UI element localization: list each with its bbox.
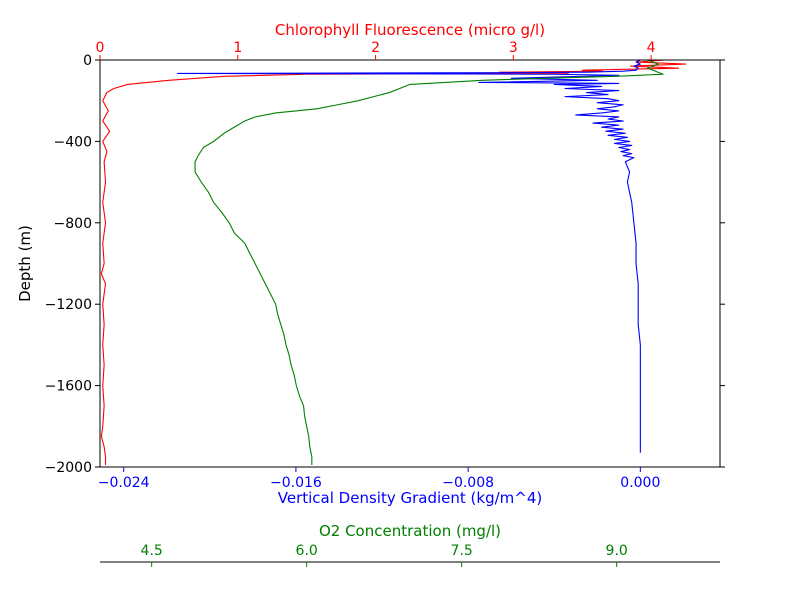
oxygen-tick-label: 7.5 — [451, 543, 473, 559]
density-tick-label: −0.024 — [98, 475, 150, 491]
chlorophyll-tick-label: 3 — [509, 40, 518, 56]
y-axis-label: Depth (m) — [16, 225, 34, 302]
oxygen-tick-label: 4.5 — [141, 543, 163, 559]
y-tick-label: 0 — [83, 53, 92, 69]
density-tick-label: 0.000 — [620, 475, 660, 491]
oxygen-profile-line — [194, 59, 664, 465]
density-tick-label: −0.008 — [442, 475, 494, 491]
chlorophyll-profile-line — [100, 59, 687, 465]
oxygen-tick-label: 9.0 — [606, 543, 628, 559]
chlorophyll-tick-label: 1 — [233, 40, 242, 56]
plot-frame — [99, 59, 721, 468]
chlorophyll-tick-label: 4 — [647, 40, 656, 56]
chlorophyll-tick-label: 0 — [96, 40, 105, 56]
y-tick-label: −2000 — [45, 460, 92, 476]
y-tick-label: −800 — [54, 216, 92, 232]
y-tick-label: −400 — [54, 134, 92, 150]
density-tick-label: −0.016 — [270, 475, 322, 491]
oxygen-axis-label: O2 Concentration (mg/l) — [319, 522, 501, 540]
density-profile-line — [176, 59, 641, 453]
density-axis-label: Vertical Density Gradient (kg/m^4) — [278, 489, 542, 507]
y-tick-label: −1200 — [45, 297, 92, 313]
chlorophyll-axis-label: Chlorophyll Fluorescence (micro g/l) — [275, 21, 545, 39]
chlorophyll-tick-label: 2 — [371, 40, 380, 56]
oxygen-tick-label: 6.0 — [296, 543, 318, 559]
y-tick-label: −1600 — [45, 379, 92, 395]
